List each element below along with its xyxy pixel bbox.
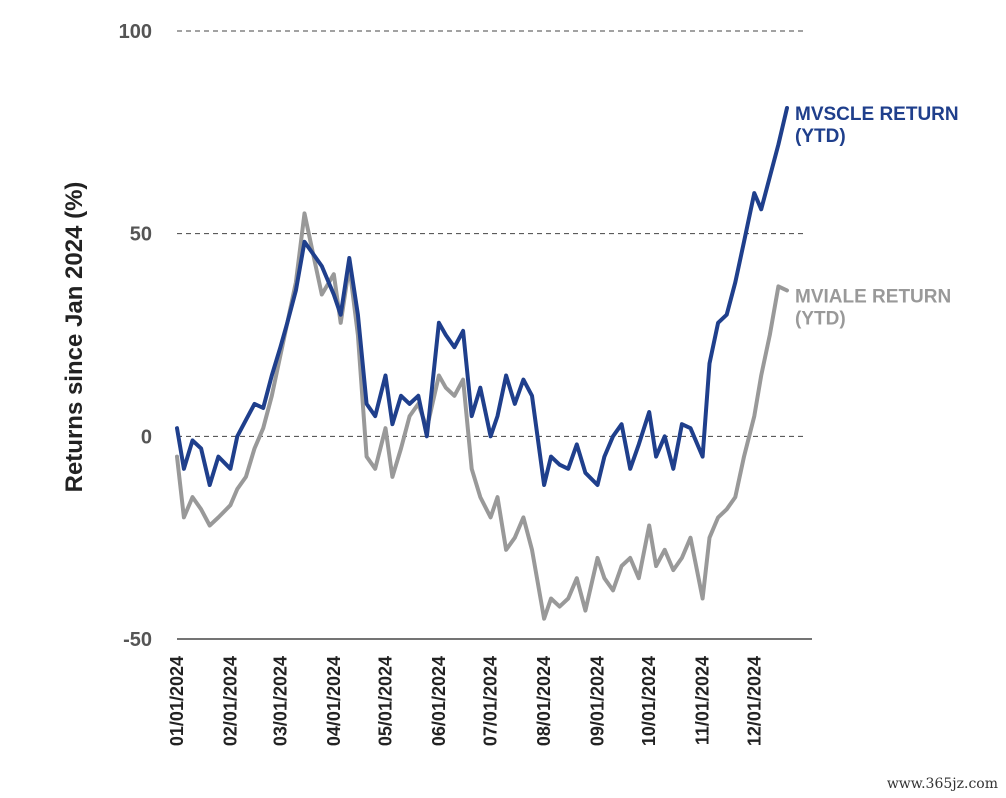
x-tick-label: 02/01/2024 <box>220 656 240 746</box>
series-lines <box>175 106 789 621</box>
y-axis-ticks: 100 50 0 -50 <box>119 21 152 651</box>
x-tick-label: 03/01/2024 <box>270 656 290 746</box>
x-tick-label: 01/01/2024 <box>167 656 187 746</box>
series-line <box>175 211 789 621</box>
watermark: www.365jz.com <box>886 776 998 792</box>
series-labels: MVSCLE RETURN (YTD) MVIALE RETURN (YTD) <box>795 104 959 329</box>
y-tick-label: 0 <box>141 426 152 448</box>
series-line <box>175 106 789 487</box>
x-tick-label: 12/01/2024 <box>744 656 764 746</box>
x-tick-label: 10/01/2024 <box>639 656 659 746</box>
y-tick-label: 50 <box>130 224 152 246</box>
x-tick-label: 06/01/2024 <box>429 656 449 746</box>
series-label: MVSCLE RETURN (YTD) <box>795 104 959 147</box>
series-label: MVIALE RETURN (YTD) <box>795 286 951 329</box>
x-axis-ticks: 01/01/2024 02/01/2024 03/01/2024 04/01/2024… <box>167 656 764 746</box>
y-tick-label: -50 <box>123 629 152 651</box>
x-tick-label: 05/01/2024 <box>376 656 396 746</box>
x-tick-label: 09/01/2024 <box>587 656 607 746</box>
gridlines <box>177 30 806 437</box>
y-tick-label: 100 <box>119 21 152 43</box>
x-tick-label: 04/01/2024 <box>324 656 344 746</box>
x-tick-label: 07/01/2024 <box>481 656 501 746</box>
x-tick-label: 08/01/2024 <box>534 656 554 746</box>
x-tick-label: 11/01/2024 <box>693 656 713 745</box>
y-axis-label: Returns since Jan 2024 (%) <box>61 182 88 493</box>
